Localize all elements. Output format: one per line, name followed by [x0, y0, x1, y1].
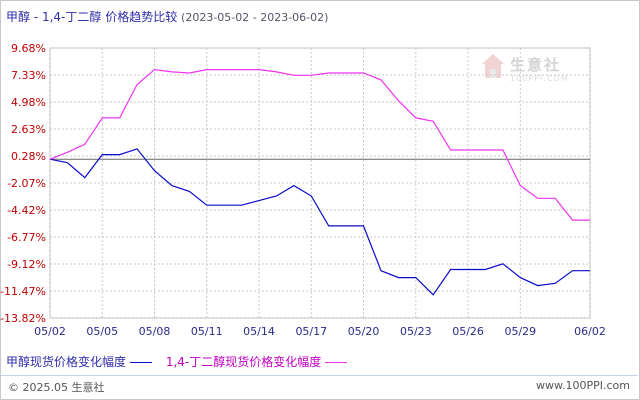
y-tick-label: 4.98%: [11, 96, 46, 109]
legend-item-methanol: 甲醇现货价格变化幅度: [6, 353, 153, 370]
legend-swatch-methanol: [130, 362, 153, 363]
series-line-bdo: [49, 68, 590, 221]
footer-url[interactable]: www.100PPI.com: [536, 379, 630, 392]
x-tick-label: 05/14: [243, 325, 275, 338]
y-tick-label: -13.82%: [0, 312, 46, 325]
chart-title: 甲醇 - 1,4-丁二醇 价格趋势比较 (2023-05-02 - 2023-0…: [6, 8, 328, 25]
series-line-methanol: [49, 148, 590, 296]
chart-legend: 甲醇现货价格变化幅度 1,4-丁二醇现货价格变化幅度: [6, 353, 357, 370]
y-tick-label: -4.42%: [7, 204, 46, 217]
y-tick-label: 2.63%: [11, 123, 46, 136]
x-tick-label: 05/26: [452, 325, 484, 338]
x-tick-label: 05/23: [400, 325, 432, 338]
chart-series: [49, 68, 590, 296]
legend-swatch-bdo: [325, 362, 348, 363]
x-tick-label: 05/02: [34, 325, 66, 338]
x-tick-label: 06/02: [574, 325, 606, 338]
legend-item-bdo: 1,4-丁二醇现货价格变化幅度: [165, 353, 348, 370]
y-tick-label: -9.12%: [7, 258, 46, 271]
watermark-url: 100PPI.COM: [510, 74, 569, 83]
y-tick-label: -2.07%: [7, 177, 46, 190]
footer-divider: [1, 375, 638, 376]
legend-label-bdo: 1,4-丁二醇现货价格变化幅度: [165, 355, 322, 369]
x-axis-tick-labels: 05/02 05/05 05/08 05/11 05/14 05/17 05/20 05/23…: [34, 325, 606, 338]
watermark-text: 生意社: [510, 56, 562, 74]
y-tick-label: 0.28%: [11, 150, 46, 163]
x-tick-label: 05/11: [191, 325, 223, 338]
legend-label-methanol: 甲醇现货价格变化幅度: [6, 355, 127, 369]
x-tick-label: 05/20: [348, 325, 380, 338]
y-tick-label: -6.77%: [7, 231, 46, 244]
x-tick-label: 05/17: [295, 325, 327, 338]
chart-title-range: (2023-05-02 - 2023-06-02): [181, 11, 329, 24]
chart-title-main: 甲醇 - 1,4-丁二醇 价格趋势比较: [6, 10, 178, 24]
house-logo-icon: [482, 54, 504, 78]
chart-grid: [49, 47, 591, 319]
y-tick-label: 9.68%: [11, 42, 46, 55]
x-tick-label: 05/08: [139, 325, 171, 338]
x-tick-label: 05/29: [504, 325, 536, 338]
watermark: 生意社 100PPI.COM: [480, 52, 580, 92]
x-tick-label: 05/05: [86, 325, 118, 338]
y-axis-tick-labels: 9.68% 7.33% 4.98% 2.63% 0.28% -2.07% -4.42% -6.…: [0, 42, 46, 325]
footer-copyright: © 2025.05 生意社: [8, 381, 105, 394]
y-tick-label: 7.33%: [11, 69, 46, 82]
y-tick-label: -11.47%: [0, 285, 46, 298]
